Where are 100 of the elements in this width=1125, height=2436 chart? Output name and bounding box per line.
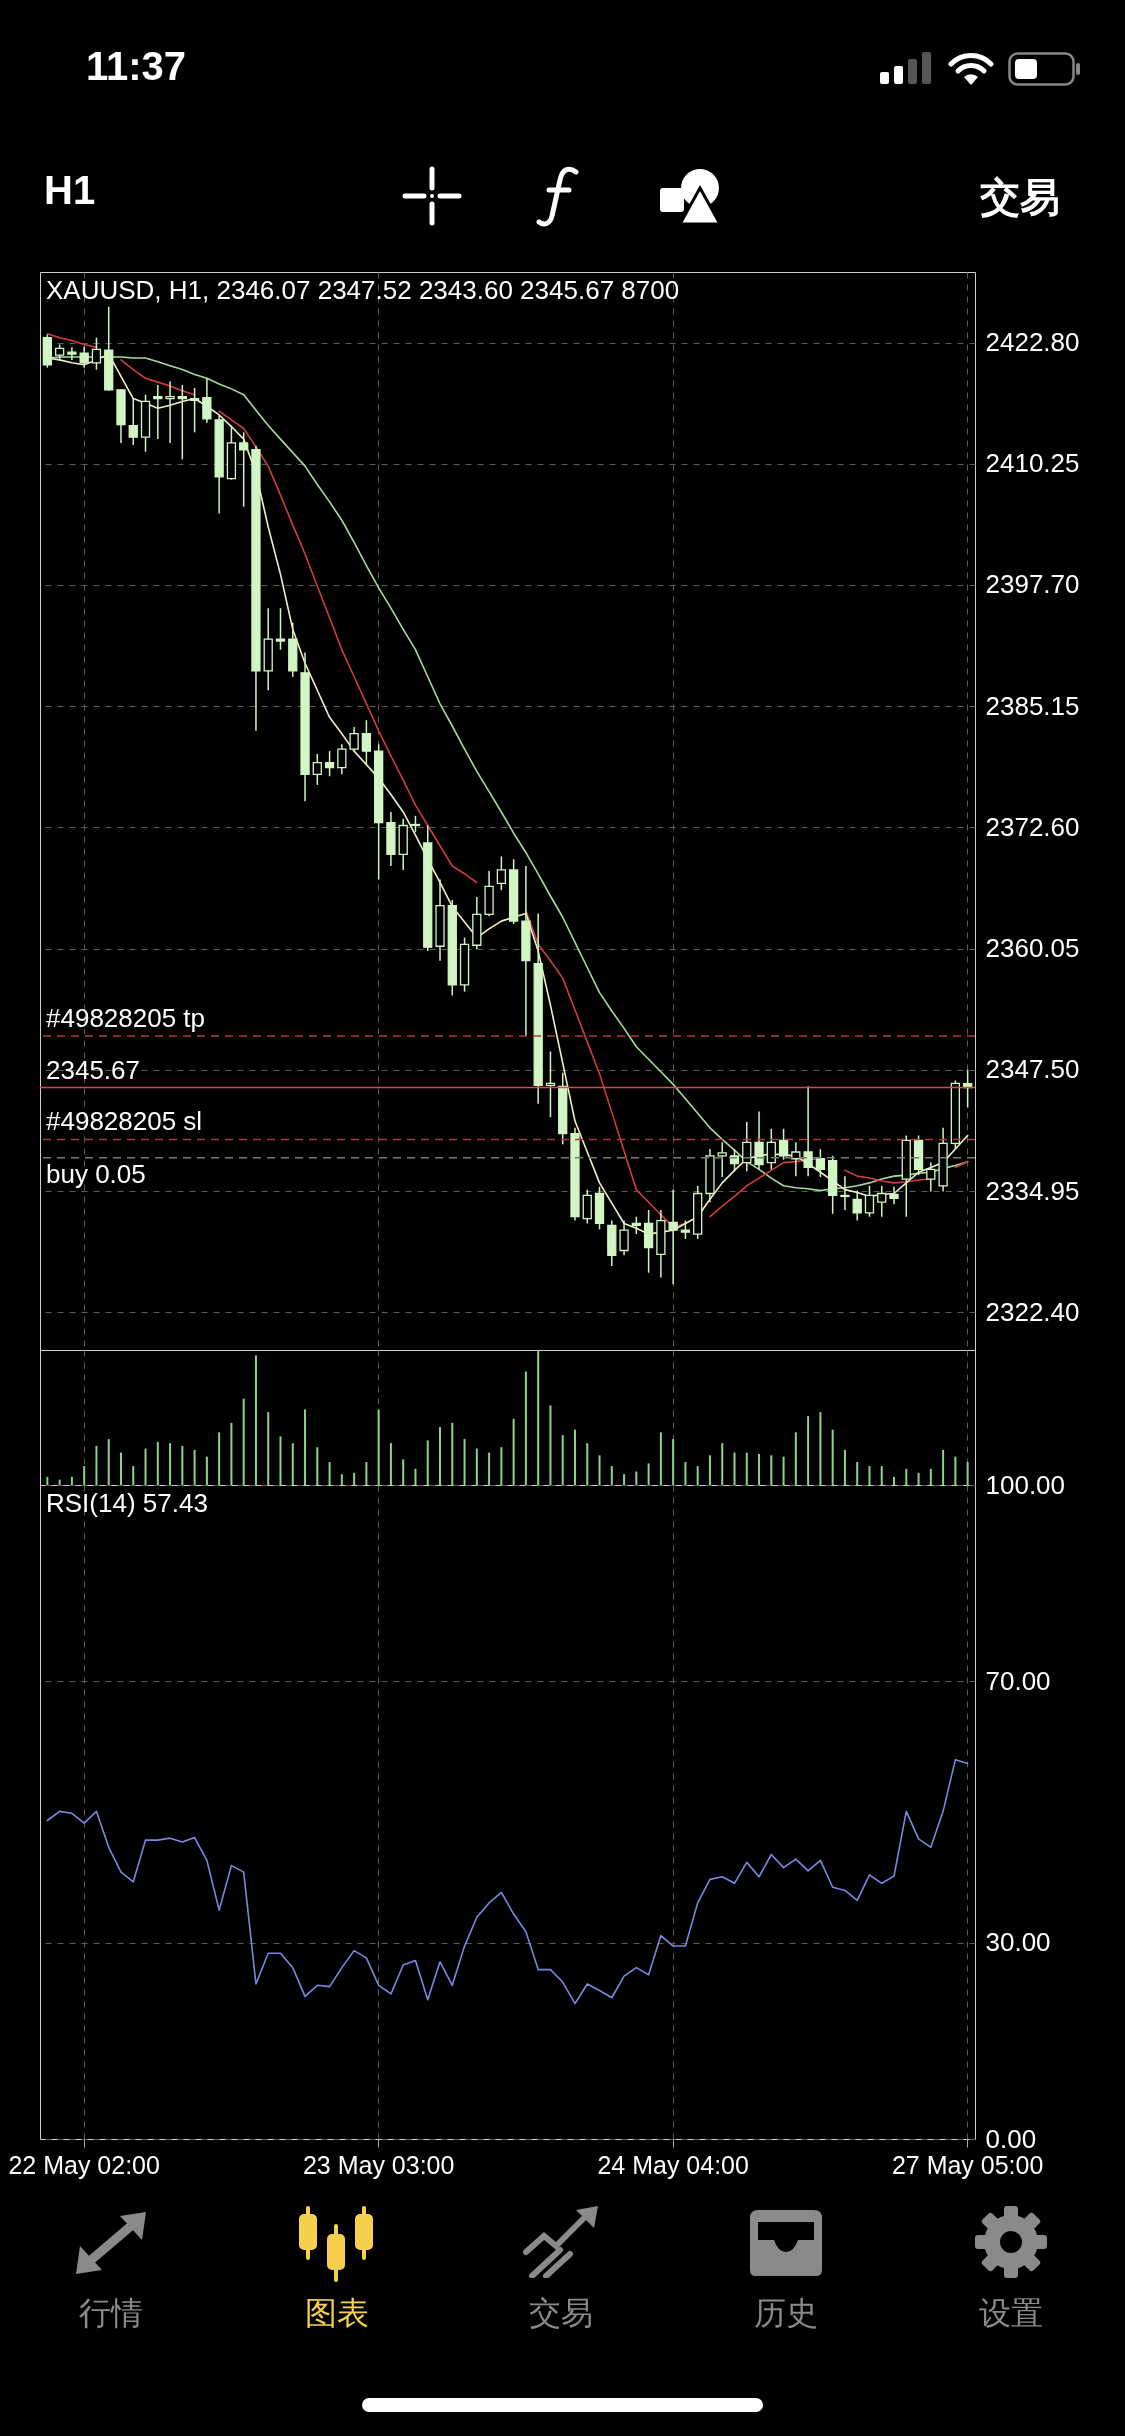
bar [304,1409,307,1485]
bar [819,1412,822,1485]
bar [623,1474,626,1485]
bar [439,1426,442,1485]
bar [831,1429,834,1485]
y-tick-label: 2360.05 [985,933,1080,964]
candlestick [312,753,322,786]
y-tick-label: 2322.40 [985,1296,1080,1327]
ref-line-label: buy 0.05 [46,1158,146,1189]
bar [230,1422,233,1485]
bar [770,1455,773,1485]
bar [267,1412,270,1485]
bar [389,1443,392,1485]
bar [573,1429,576,1485]
bar [132,1466,135,1485]
bar [95,1445,98,1485]
text: 历史 [753,2293,819,2334]
bar [610,1466,613,1485]
bar [181,1445,184,1485]
bar [954,1456,957,1485]
bar [414,1468,417,1485]
bar [893,1476,896,1485]
bar [402,1459,405,1485]
bar [242,1398,245,1485]
bar [524,1371,527,1485]
text: 交易 [980,173,1060,222]
x-tick-label: 23 May 03:00 [302,2150,455,2179]
bar [647,1463,650,1485]
bar [929,1468,932,1485]
bar [83,1466,86,1485]
candlestick [791,1141,801,1177]
text: 图表 [304,2293,370,2334]
bar [856,1462,859,1485]
bar [880,1466,883,1485]
y-tick-label: 70.00 [985,1665,1051,1696]
bar [794,1432,797,1485]
bar [843,1449,846,1485]
y-tick-label: 2334.95 [985,1175,1080,1206]
bar [696,1466,699,1485]
bar [500,1447,503,1485]
bar [659,1432,662,1485]
bar [782,1456,785,1485]
bar [328,1462,331,1485]
bar [144,1448,147,1485]
text: 设置 [978,2293,1044,2334]
candlestick [545,1050,556,1118]
candlestick [852,1189,862,1222]
candlestick [754,1110,764,1171]
bar [475,1448,478,1485]
y-tick-label: 2397.70 [985,569,1080,600]
bar [721,1443,724,1485]
bar [193,1449,196,1485]
bar [512,1418,515,1485]
bar [942,1449,945,1485]
bar [672,1439,675,1485]
candlestick [680,1219,691,1240]
candlestick [864,1185,875,1218]
chart-title: XAUUSD, H1, 2346.07 2347.52 2343.60 2345.67 8700 [46,275,680,305]
bar [905,1468,908,1485]
candlestick [926,1161,936,1193]
candlestick [153,384,163,440]
bar [561,1435,564,1485]
bar [291,1443,294,1485]
chart-title: RSI(14) 57.43 [46,1488,208,1518]
candlestick [877,1185,887,1218]
bar [156,1441,159,1485]
candlestick [165,380,175,444]
bar [807,1416,810,1485]
bar [451,1422,454,1485]
candlestick [177,384,187,461]
ref-line-label: #49828205 sl [46,1106,203,1137]
candlestick [717,1141,727,1178]
bar [377,1409,380,1485]
bar [868,1466,871,1485]
candlestick [349,726,359,752]
text: 11:37 [86,44,187,89]
candlestick [128,397,138,446]
candlestick [67,346,77,361]
candlestick [668,1188,678,1286]
candlestick [275,607,286,651]
candlestick [79,345,89,369]
bar [365,1462,368,1485]
bar [758,1453,761,1485]
candlestick [803,1085,813,1177]
candlestick [778,1128,789,1161]
bar [598,1455,601,1485]
bar [635,1471,638,1485]
y-tick-label: 2372.60 [985,811,1080,842]
y-tick-label: 100.00 [985,1469,1066,1500]
bar [684,1462,687,1485]
bar [279,1436,282,1485]
y-tick-label: 30.00 [985,1927,1051,1958]
bar [745,1452,748,1485]
candlestick [337,743,347,776]
bar [107,1439,110,1485]
bar [119,1452,122,1485]
candlestick [840,1175,850,1211]
bar [46,1476,49,1485]
bar [353,1472,356,1485]
ref-line-label: 2345.67 [46,1054,140,1085]
